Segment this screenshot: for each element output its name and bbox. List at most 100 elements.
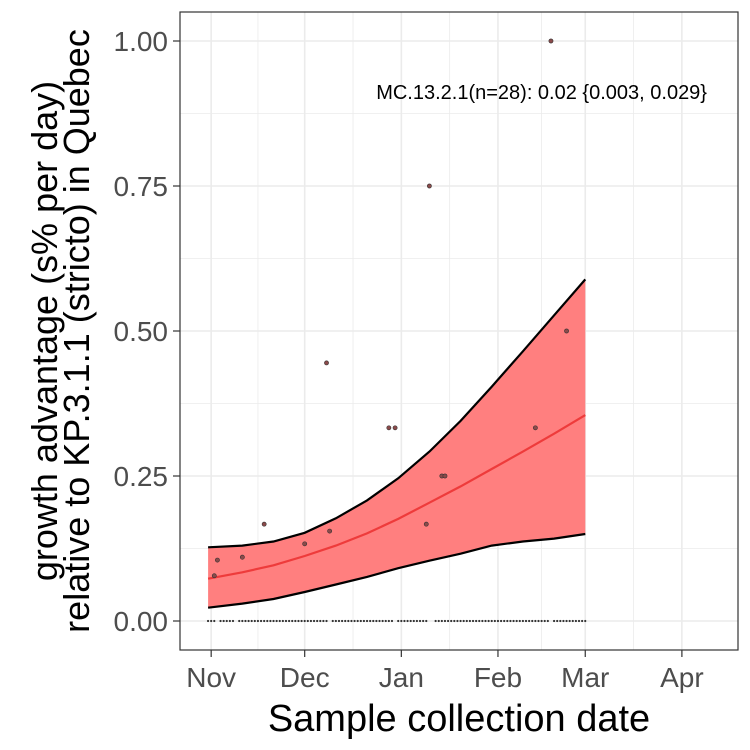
x-tick-label: Mar <box>561 662 609 693</box>
zero-data-point <box>453 619 456 623</box>
zero-data-point <box>384 619 387 623</box>
zero-data-point <box>571 619 574 623</box>
zero-data-point <box>369 619 372 623</box>
zero-data-point <box>512 619 515 623</box>
zero-data-point <box>272 619 275 623</box>
x-tick-label: Jan <box>379 662 424 693</box>
zero-points-layer <box>206 619 587 623</box>
zero-data-point <box>552 619 556 623</box>
data-point <box>548 38 554 44</box>
zero-data-point <box>278 619 281 623</box>
zero-data-point <box>577 619 581 623</box>
zero-data-point <box>499 619 503 623</box>
zero-data-point <box>437 619 440 623</box>
zero-data-point <box>574 619 577 623</box>
zero-data-point <box>359 619 362 623</box>
zero-data-point <box>434 619 437 623</box>
data-point <box>261 521 267 527</box>
zero-data-point <box>537 619 540 623</box>
x-tick-label: Feb <box>474 662 522 693</box>
zero-data-point <box>481 619 484 623</box>
zero-data-point <box>487 619 490 623</box>
zero-data-point <box>263 619 266 623</box>
y-tick-label: 0.25 <box>114 461 169 492</box>
zero-data-point <box>334 619 337 623</box>
zero-data-point <box>509 619 512 623</box>
zero-data-point <box>303 619 306 623</box>
zero-data-point <box>213 619 216 623</box>
x-tick-label: Nov <box>186 662 236 693</box>
data-point <box>239 554 245 560</box>
zero-data-point <box>312 619 316 623</box>
ribbon-lower-bound <box>207 532 586 609</box>
zero-data-point <box>210 619 213 623</box>
zero-data-point <box>556 619 559 623</box>
y-tick-label: 0.50 <box>114 316 169 347</box>
data-point <box>564 328 569 334</box>
zero-data-point <box>521 619 525 623</box>
y-axis-title-line1: growth advantage (s% per day) <box>24 81 65 581</box>
zero-data-point <box>356 619 359 623</box>
data-point <box>423 521 429 527</box>
zero-data-point <box>288 619 291 623</box>
data-point <box>215 557 220 563</box>
zero-data-point <box>493 619 496 623</box>
model-annotation: MC.13.2.1(n=28): 0.02 {0.003, 0.029} <box>376 82 707 104</box>
confidence-ribbon-layer <box>207 278 587 609</box>
zero-data-point <box>284 619 288 623</box>
y-tick-label: 0.00 <box>114 606 169 637</box>
data-points-layer <box>211 38 569 579</box>
zero-data-point <box>281 619 284 623</box>
zero-data-point <box>475 619 478 623</box>
zero-data-point <box>297 619 300 623</box>
zero-data-point <box>331 619 334 623</box>
y-tick-label: 1.00 <box>114 26 169 57</box>
zero-data-point <box>319 619 322 623</box>
zero-data-point <box>231 619 235 623</box>
zero-data-point <box>581 619 584 623</box>
data-point <box>211 573 217 579</box>
zero-data-point <box>459 619 462 623</box>
zero-data-point <box>244 619 247 623</box>
zero-data-point <box>269 619 272 623</box>
zero-data-point <box>468 619 472 623</box>
zero-data-point <box>559 619 562 623</box>
confidence-ribbon <box>208 279 586 608</box>
zero-data-point <box>390 619 394 623</box>
zero-data-point <box>381 619 384 623</box>
zero-data-point <box>422 619 425 623</box>
zero-data-point <box>546 619 549 623</box>
zero-data-point <box>362 619 366 623</box>
zero-data-point <box>503 619 506 623</box>
zero-data-point <box>397 619 400 623</box>
zero-data-point <box>206 619 210 623</box>
zero-data-point <box>250 619 253 623</box>
x-tick-label: Apr <box>660 662 704 693</box>
zero-data-point <box>309 619 313 623</box>
data-point <box>442 473 448 479</box>
zero-data-point <box>316 619 319 623</box>
x-tick-label: Dec <box>280 662 330 693</box>
zero-data-point <box>225 619 228 623</box>
zero-data-point <box>300 619 303 623</box>
zero-data-point <box>465 619 468 623</box>
zero-data-point <box>365 619 369 623</box>
zero-data-point <box>294 619 297 623</box>
zero-data-point <box>440 619 443 623</box>
zero-data-point <box>524 619 528 623</box>
zero-data-point <box>446 619 450 623</box>
zero-data-point <box>406 619 409 623</box>
data-point <box>327 528 333 534</box>
zero-data-point <box>478 619 481 623</box>
zero-data-point <box>450 619 453 623</box>
zero-data-point <box>490 619 493 623</box>
zero-data-point <box>456 619 459 623</box>
data-point <box>324 360 329 366</box>
zero-data-point <box>306 619 309 623</box>
zero-data-point <box>337 619 341 623</box>
x-axis-title: Sample collection date <box>268 698 650 740</box>
zero-data-point <box>344 619 347 623</box>
data-point <box>386 425 392 431</box>
zero-data-point <box>253 619 256 623</box>
zero-data-point <box>322 619 325 623</box>
